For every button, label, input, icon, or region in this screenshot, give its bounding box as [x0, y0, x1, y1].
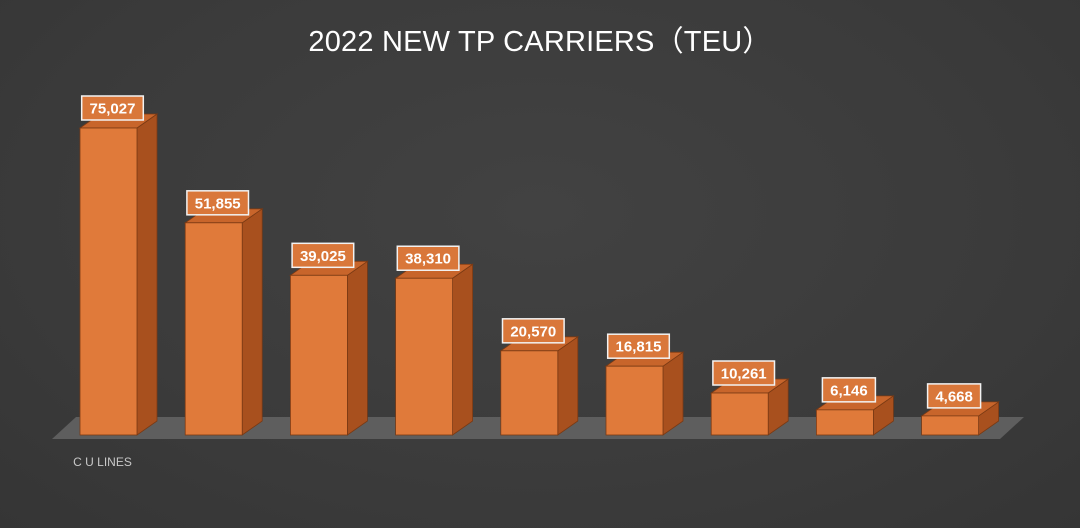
bar-7 — [709, 378, 790, 436]
data-label-8: 6,146 — [821, 377, 877, 403]
bar-front-face — [710, 392, 769, 436]
bar-front-face — [79, 127, 138, 436]
data-label-box — [606, 333, 671, 359]
data-label-box — [396, 245, 460, 271]
data-label-5: 20,570 — [501, 318, 565, 344]
data-label-box — [80, 95, 145, 121]
bar-5 — [499, 336, 580, 436]
bar-front-face — [395, 277, 454, 436]
chart-title: 2022 NEW TP CARRIERS（TEU） — [308, 26, 772, 58]
data-label-value: 75,027 — [90, 101, 136, 118]
bar-side-face — [241, 208, 263, 436]
data-label-1: 75,027 — [80, 95, 145, 121]
data-label-box — [501, 318, 565, 344]
bar-side-face — [452, 263, 474, 436]
bar-side-face — [346, 260, 368, 436]
data-label-value: 10,261 — [721, 366, 767, 383]
bar-front-face — [816, 409, 874, 436]
data-label-box — [926, 383, 982, 409]
bar-4 — [394, 263, 474, 436]
data-label-value: 20,570 — [510, 323, 556, 340]
data-label-value: 16,815 — [616, 339, 662, 356]
bar-1 — [78, 113, 159, 436]
bar-6 — [604, 351, 685, 436]
data-label-3: 39,025 — [291, 242, 355, 269]
bar-side-face — [662, 351, 684, 436]
data-label-value: 38,310 — [405, 251, 451, 268]
bar-front-face — [184, 222, 243, 436]
data-label-value: 6,146 — [830, 382, 868, 399]
data-label-9: 4,668 — [926, 383, 982, 409]
bar-side-face — [136, 113, 158, 436]
data-label-value: 51,855 — [195, 195, 241, 212]
category-label-1: C U LINES — [73, 455, 132, 469]
bar-front-face — [289, 274, 348, 436]
bar-front-face — [500, 350, 559, 436]
data-label-box — [186, 190, 250, 216]
data-label-box — [821, 377, 877, 403]
data-label-2: 51,855 — [186, 190, 250, 216]
data-label-box — [291, 242, 355, 269]
data-label-7: 10,261 — [712, 360, 776, 386]
bar-2 — [183, 208, 264, 436]
bar-front-face — [921, 415, 979, 436]
data-label-box — [712, 360, 776, 386]
bar-side-face — [557, 336, 579, 436]
bar-front-face — [605, 365, 664, 436]
data-label-value: 4,668 — [935, 388, 973, 405]
data-label-value: 39,025 — [300, 248, 346, 265]
bar-3 — [289, 260, 369, 436]
data-label-6: 16,815 — [606, 333, 671, 359]
data-label-4: 38,310 — [396, 245, 460, 271]
